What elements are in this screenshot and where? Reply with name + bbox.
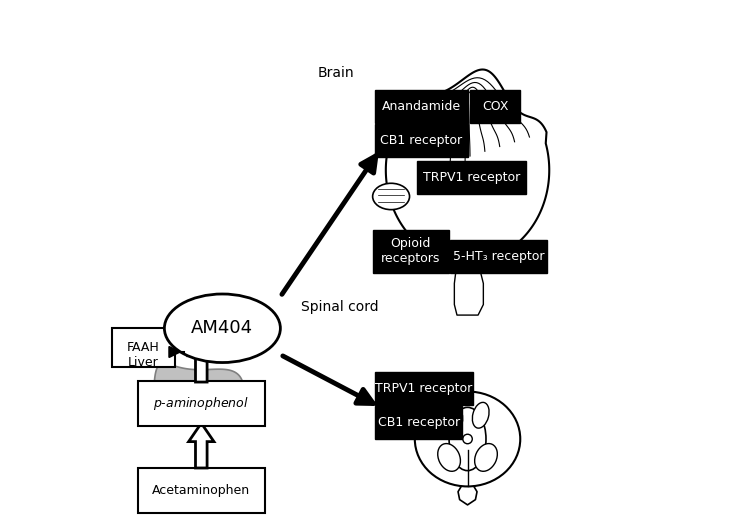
FancyBboxPatch shape [138,468,265,513]
FancyBboxPatch shape [373,229,449,273]
Ellipse shape [415,392,520,487]
FancyBboxPatch shape [375,90,468,122]
Text: TRPV1 receptor: TRPV1 receptor [375,382,473,395]
FancyBboxPatch shape [112,328,175,367]
Polygon shape [386,69,549,262]
FancyBboxPatch shape [450,240,547,273]
Text: Anandamide: Anandamide [382,100,461,113]
Text: $p$-aminophenol: $p$-aminophenol [153,395,249,412]
Text: Brain: Brain [317,66,354,80]
Text: TRPV1 receptor: TRPV1 receptor [423,171,520,184]
Polygon shape [189,423,214,468]
Ellipse shape [462,434,472,444]
FancyBboxPatch shape [417,161,525,194]
FancyBboxPatch shape [375,372,473,405]
Text: COX: COX [482,100,508,113]
Polygon shape [154,364,243,420]
FancyBboxPatch shape [138,381,265,426]
Text: Spinal cord: Spinal cord [301,300,379,314]
Text: Opioid
receptors: Opioid receptors [381,237,440,266]
FancyBboxPatch shape [375,407,462,439]
FancyBboxPatch shape [375,124,468,157]
Text: AM404: AM404 [192,319,253,337]
Ellipse shape [449,408,486,471]
Ellipse shape [472,402,489,428]
Ellipse shape [438,444,460,471]
Ellipse shape [373,183,409,210]
FancyBboxPatch shape [470,90,520,122]
Text: 5-HT₃ receptor: 5-HT₃ receptor [453,250,544,263]
Text: Acetaminophen: Acetaminophen [152,483,250,497]
Ellipse shape [474,444,497,471]
Text: Liver: Liver [127,356,158,369]
Polygon shape [189,337,214,382]
Text: FAAH: FAAH [127,341,160,354]
Ellipse shape [446,402,462,428]
Ellipse shape [164,294,280,363]
Text: CB1 receptor: CB1 receptor [377,416,460,429]
Text: CB1 receptor: CB1 receptor [380,134,462,147]
